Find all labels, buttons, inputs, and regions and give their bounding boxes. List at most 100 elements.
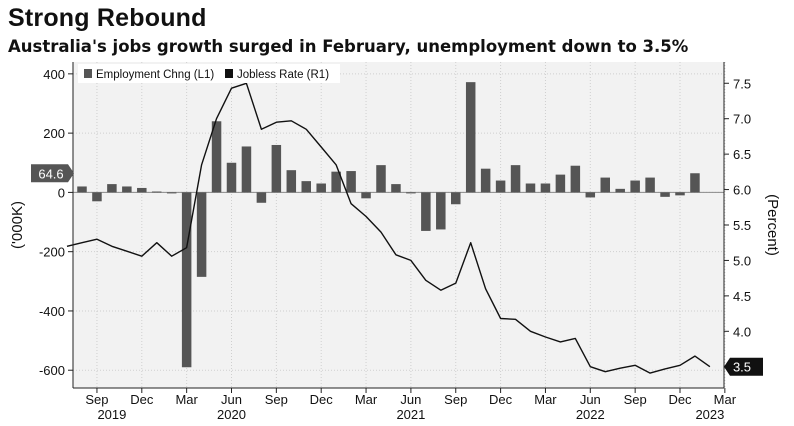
employment-bar xyxy=(137,187,147,193)
employment-bar xyxy=(211,121,222,193)
x-year-label: 2022 xyxy=(576,407,605,422)
employment-bar xyxy=(690,173,700,193)
employment-bar xyxy=(600,177,610,193)
employment-bar xyxy=(480,168,491,193)
employment-bar xyxy=(226,162,237,193)
x-month-label: Mar xyxy=(714,392,737,407)
employment-bar xyxy=(77,186,87,193)
employment-bar xyxy=(331,171,341,193)
x-year-label: 2020 xyxy=(217,407,246,422)
left-tick-label: -600 xyxy=(39,363,65,378)
employment-bar xyxy=(152,191,162,193)
x-year-label: 2023 xyxy=(695,407,724,422)
x-month-label: Jun xyxy=(580,392,601,407)
employment-bar xyxy=(585,192,596,198)
x-month-label: Sep xyxy=(444,392,467,407)
right-tick-label: 4.5 xyxy=(733,289,751,304)
employment-bar xyxy=(316,183,326,193)
x-month-label: Sep xyxy=(85,392,108,407)
legend: Employment Chng (L1) Jobless Rate (R1) xyxy=(78,64,340,83)
legend-swatch-bar xyxy=(84,69,92,78)
right-tick-label: 6.5 xyxy=(733,147,751,162)
right-tick-label: 4.0 xyxy=(733,324,751,339)
employment-bar xyxy=(406,192,416,194)
employment-bar xyxy=(525,183,536,193)
x-month-label: Dec xyxy=(130,392,154,407)
employment-bar xyxy=(645,177,655,193)
left-value-tag xyxy=(31,164,74,183)
employment-bar xyxy=(615,188,625,193)
employment-bar xyxy=(181,192,192,368)
employment-bar xyxy=(510,165,521,193)
plot-area xyxy=(73,62,724,388)
employment-bar xyxy=(465,82,476,193)
left-tick-label: 0 xyxy=(58,185,65,200)
right-tick-label: 7.5 xyxy=(733,76,751,91)
x-month-label: Mar xyxy=(534,392,557,407)
employment-bar xyxy=(451,192,461,205)
left-tick-label: 200 xyxy=(43,126,65,141)
employment-bar xyxy=(107,184,117,193)
right-axis: 7.5 7.0 6.5 6.0 5.5 5.0 4.5 4.0 (Percent) xyxy=(723,62,781,388)
employment-bar xyxy=(660,192,670,197)
x-month-label: Sep xyxy=(265,392,288,407)
employment-bar xyxy=(495,180,506,193)
employment-bar xyxy=(436,192,446,230)
employment-bar xyxy=(92,192,102,202)
employment-bar xyxy=(271,144,282,193)
employment-bar xyxy=(256,192,267,203)
x-month-label: Sep xyxy=(624,392,647,407)
chart-subtitle: Australia's jobs growth surged in Februa… xyxy=(8,37,689,56)
x-year-label: 2021 xyxy=(396,407,425,422)
x-axis: Sep Dec Mar Jun Sep Dec Mar Jun Sep Dec Mar Jun Sep D… xyxy=(73,387,737,422)
employment-bar xyxy=(391,184,401,193)
employment-bar xyxy=(376,165,386,193)
right-value-tag-label: 3.5 xyxy=(733,360,751,375)
chart-title: Strong Rebound xyxy=(8,4,207,32)
left-value-tag-label: 64.6 xyxy=(38,166,63,181)
right-tick-label: 5.5 xyxy=(733,218,751,233)
x-month-label: Dec xyxy=(668,392,692,407)
x-month-label: Jun xyxy=(400,392,421,407)
right-tick-label: 5.0 xyxy=(733,253,751,268)
x-month-label: Mar xyxy=(175,392,198,407)
jobless-rate-line xyxy=(66,82,711,374)
legend-label-line: Jobless Rate (R1) xyxy=(237,69,329,81)
legend-box xyxy=(78,64,340,83)
last-value-tags: 64.6 3.5 xyxy=(31,164,763,376)
employment-bar xyxy=(361,192,371,199)
employment-bar xyxy=(286,170,297,193)
left-axis-label: ('000K) xyxy=(9,201,26,249)
employment-bar xyxy=(540,183,551,193)
employment-bar xyxy=(196,192,207,277)
employment-bar xyxy=(301,181,311,193)
right-tick-label: 6.0 xyxy=(733,183,751,198)
employment-bar xyxy=(555,174,566,193)
right-axis-label: (Percent) xyxy=(764,194,781,256)
right-tick-label: 7.0 xyxy=(733,112,751,127)
employment-bar xyxy=(122,186,132,193)
left-tick-label: -200 xyxy=(39,245,65,260)
left-tick-label: -400 xyxy=(39,304,65,319)
x-month-label: Mar xyxy=(355,392,378,407)
x-month-label: Dec xyxy=(310,392,334,407)
left-axis: 400 200 0 -200 -400 -600 ('000K) xyxy=(9,62,74,388)
jobless-rate-series xyxy=(66,82,711,374)
employment-bar xyxy=(346,171,356,193)
plot-background xyxy=(73,62,724,388)
legend-swatch-line xyxy=(225,69,233,78)
x-month-label: Jun xyxy=(221,392,242,407)
employment-bar xyxy=(421,192,431,231)
employment-bars xyxy=(77,82,700,368)
right-value-tag xyxy=(724,357,763,376)
x-year-label: 2019 xyxy=(97,407,126,422)
employment-bar xyxy=(675,192,685,196)
employment-bar xyxy=(570,165,581,193)
x-month-label: Dec xyxy=(489,392,513,407)
legend-label-bar: Employment Chng (L1) xyxy=(96,69,214,81)
employment-bar xyxy=(241,146,252,193)
employment-bar xyxy=(630,180,640,193)
employment-bar xyxy=(166,192,177,194)
left-tick-label: 400 xyxy=(43,67,65,82)
